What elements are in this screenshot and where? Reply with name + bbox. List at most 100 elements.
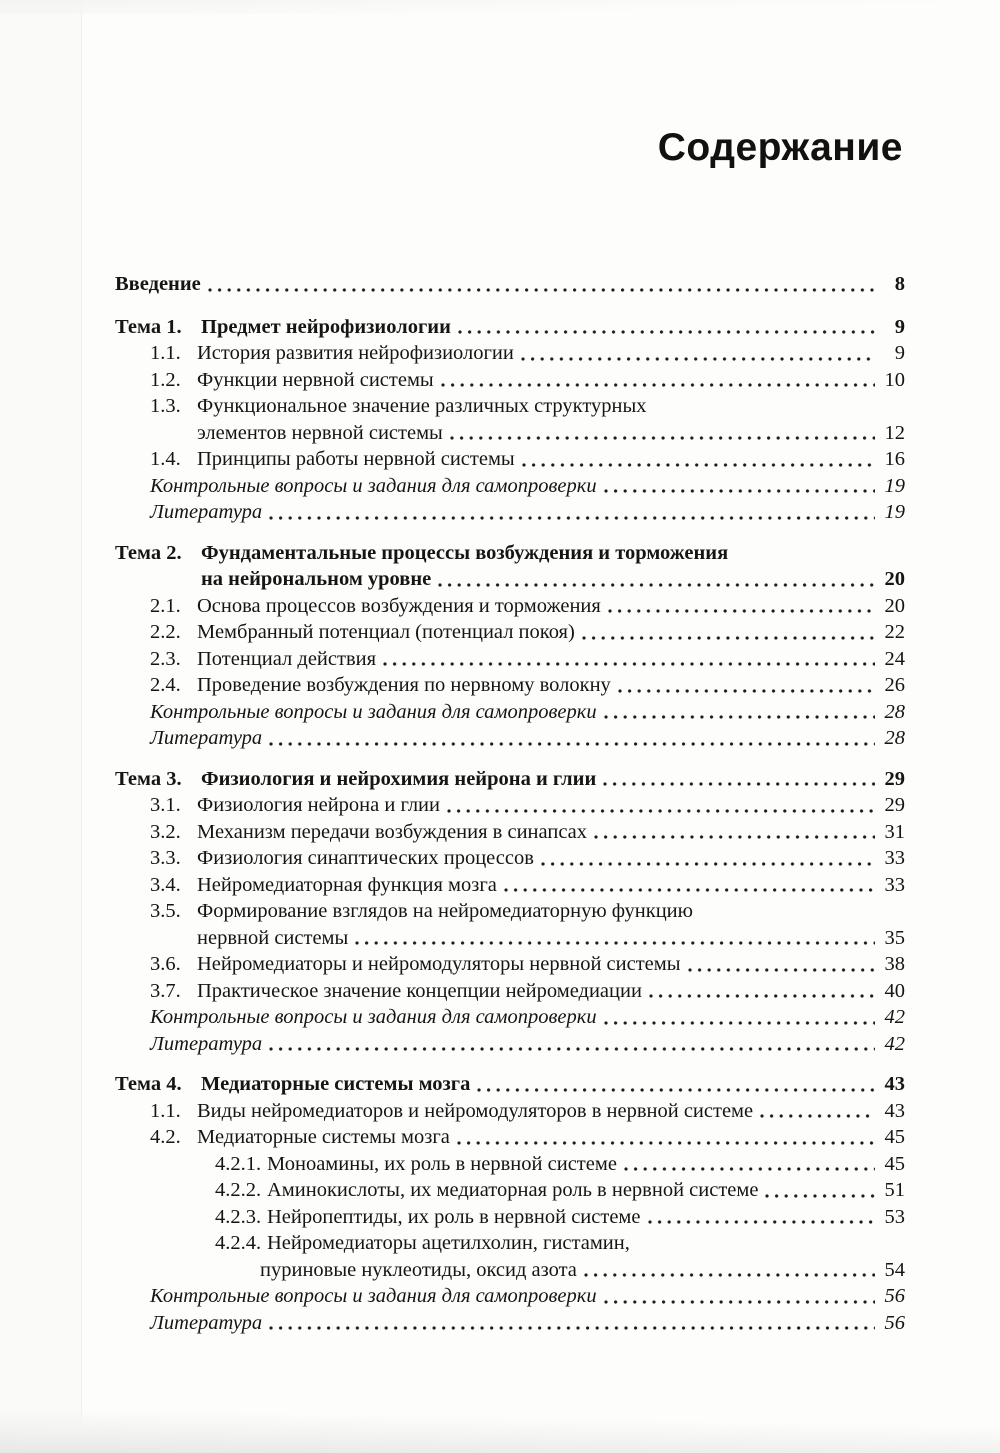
dot-leader xyxy=(207,287,875,292)
toc-page-number: 20 xyxy=(884,594,906,617)
toc-line: пуриновые нуклеотиды, оксид азота 54 xyxy=(115,1257,905,1284)
toc-page-number: 53 xyxy=(884,1205,906,1228)
toc-page-number: 19 xyxy=(884,474,906,497)
toc-page-number: 42 xyxy=(884,1032,906,1055)
toc-entry-title: Литература xyxy=(150,1311,263,1334)
dot-leader xyxy=(603,782,875,786)
dot-leader xyxy=(603,489,875,493)
toc-entry-number: 3.7. xyxy=(150,979,181,1002)
scan-artifact-bottom-edge xyxy=(0,1409,1000,1453)
toc-entry-title: Контрольные вопросы и задания для самопр… xyxy=(150,474,597,497)
dot-leader xyxy=(581,635,875,640)
toc-page-number: 40 xyxy=(884,979,906,1002)
toc-entry-title: Введение xyxy=(115,273,201,295)
toc-entry-title: История развития нейрофизиологии xyxy=(197,342,514,364)
toc-line: 4.2.3. Нейропептиды, их роль в нервной си… xyxy=(115,1204,905,1231)
toc-page-number: 19 xyxy=(884,501,906,523)
toc-page-number: 29 xyxy=(884,767,906,790)
toc-line: Литература 42 xyxy=(115,1031,905,1058)
toc-entry-title: Литература xyxy=(150,727,263,749)
toc-page-number: 33 xyxy=(884,873,906,896)
toc-page-number: 56 xyxy=(884,1311,906,1334)
toc-page-number: 33 xyxy=(884,847,906,869)
toc-entry-title: Проведение возбуждения по нервному волок… xyxy=(197,674,611,696)
toc-page-number: 10 xyxy=(884,368,906,391)
toc-page-number: 45 xyxy=(884,1126,906,1148)
toc-line: Тема 4. Медиаторные системы мозга 43 xyxy=(115,1071,905,1098)
toc-entry-title: Виды нейромедиаторов и нейромодуляторов … xyxy=(197,1099,754,1122)
toc-page-number: 51 xyxy=(884,1179,906,1201)
toc-line: Литература 28 xyxy=(115,725,905,752)
toc-entry-number: 1.4. xyxy=(150,448,181,470)
toc-line: 3.3. Физиология синаптических процессов 33 xyxy=(115,845,905,872)
dot-leader xyxy=(647,1220,875,1224)
toc-entry-title: Физиология нейрона и глии xyxy=(197,794,440,816)
toc-page-number: 9 xyxy=(894,315,905,338)
toc-line: 3.2. Механизм передачи возбуждения в сина… xyxy=(115,819,905,846)
toc-line: 3.1. Физиология нейрона и глии 29 xyxy=(115,792,905,819)
toc-page-number: 28 xyxy=(884,700,906,723)
toc-entry-title: Медиаторные системы мозга xyxy=(201,1073,471,1095)
toc-line: Тема 3. Физиология и нейрохимия нейрона и… xyxy=(115,766,905,793)
dot-leader xyxy=(477,1087,875,1092)
toc-entry-number: 3.3. xyxy=(150,847,181,869)
dot-leader xyxy=(449,436,875,440)
toc-entry-number: 4.2.1. xyxy=(215,1152,262,1175)
toc-entry-title: Литература xyxy=(150,1032,263,1055)
dot-leader xyxy=(269,515,875,520)
toc-line: 4.2. Медиаторные системы мозга 45 xyxy=(115,1124,905,1151)
toc-entry-number: 3.5. xyxy=(150,900,181,922)
page-title: Содержание xyxy=(657,126,903,169)
toc-line: 1.1. История развития нейрофизиологии 9 xyxy=(115,340,905,367)
toc-entry-number: Тема 3. xyxy=(115,767,182,790)
toc-entry-number: 2.1. xyxy=(150,594,181,617)
toc-page-number: 20 xyxy=(884,568,906,590)
toc-line: Литература 56 xyxy=(115,1310,905,1337)
dot-leader xyxy=(540,861,875,866)
toc-line: 3.5. Формирование взглядов на нейромедиат… xyxy=(115,898,905,925)
dot-leader xyxy=(594,835,875,839)
toc-entry-title: Практическое значение концепции нейромед… xyxy=(197,979,642,1002)
toc-line: 2.3. Потенциал действия 24 xyxy=(115,646,905,673)
toc-line: 1.2. Функции нервной системы 10 xyxy=(115,367,905,394)
toc-entry-title: нервной системы xyxy=(197,926,349,949)
toc-entry-number: 4.2.3. xyxy=(215,1205,262,1228)
toc-line: элементов нервной системы 12 xyxy=(115,420,905,447)
dot-leader xyxy=(355,941,875,945)
toc-page-number: 8 xyxy=(894,273,905,295)
toc-line: 2.1. Основа процессов возбуждения и тормо… xyxy=(115,593,905,620)
toc-line: Введение 8 xyxy=(115,271,905,298)
toc-entry-title: Основа процессов возбуждения и торможени… xyxy=(197,594,601,617)
toc-entry-number: 3.2. xyxy=(150,820,181,843)
dot-leader xyxy=(607,609,875,613)
dot-leader xyxy=(440,383,875,387)
toc-entry-number: Тема 1. xyxy=(115,315,182,338)
dot-leader xyxy=(603,715,875,719)
toc-page-number: 26 xyxy=(884,674,906,696)
toc-entry-title: Медиаторные системы мозга xyxy=(197,1126,450,1148)
dot-leader xyxy=(383,662,875,666)
toc-entry-title: Контрольные вопросы и задания для самопр… xyxy=(150,1006,597,1028)
dot-leader xyxy=(438,582,875,587)
toc-entry-title: Фундаментальные процессы возбуждения и т… xyxy=(201,541,729,564)
toc-page-number: 35 xyxy=(884,926,906,949)
toc-entry-title: Функции нервной системы xyxy=(197,368,434,391)
toc-page-number: 16 xyxy=(884,448,906,470)
toc-line: 2.4. Проведение возбуждения по нервному в… xyxy=(115,672,905,699)
toc-page-number: 28 xyxy=(884,727,906,749)
toc-entry-title: Контрольные вопросы и задания для самопр… xyxy=(150,700,597,723)
toc-page-number: 29 xyxy=(884,794,906,816)
dot-leader xyxy=(456,1140,875,1145)
toc-line: на нейрональном уровне 20 xyxy=(115,566,905,593)
toc-entry-number: 2.2. xyxy=(150,621,181,643)
toc-entry-number: 4.2.4. xyxy=(215,1232,262,1254)
toc-page-number: 54 xyxy=(884,1258,906,1281)
toc-entry-title: Нейромедиаторы ацетилхолин, гистамин, xyxy=(267,1232,630,1254)
toc-entry-title: Физиология и нейрохимия нейрона и глии xyxy=(201,767,597,790)
toc-line: Контрольные вопросы и задания для самопр… xyxy=(115,1283,905,1310)
dot-leader xyxy=(447,808,875,813)
toc-entry-title: Функциональное значение различных структ… xyxy=(197,395,647,417)
dot-leader xyxy=(603,1020,875,1025)
toc-entry-title: Нейромедиаторы и нейромодуляторы нервной… xyxy=(197,953,681,975)
